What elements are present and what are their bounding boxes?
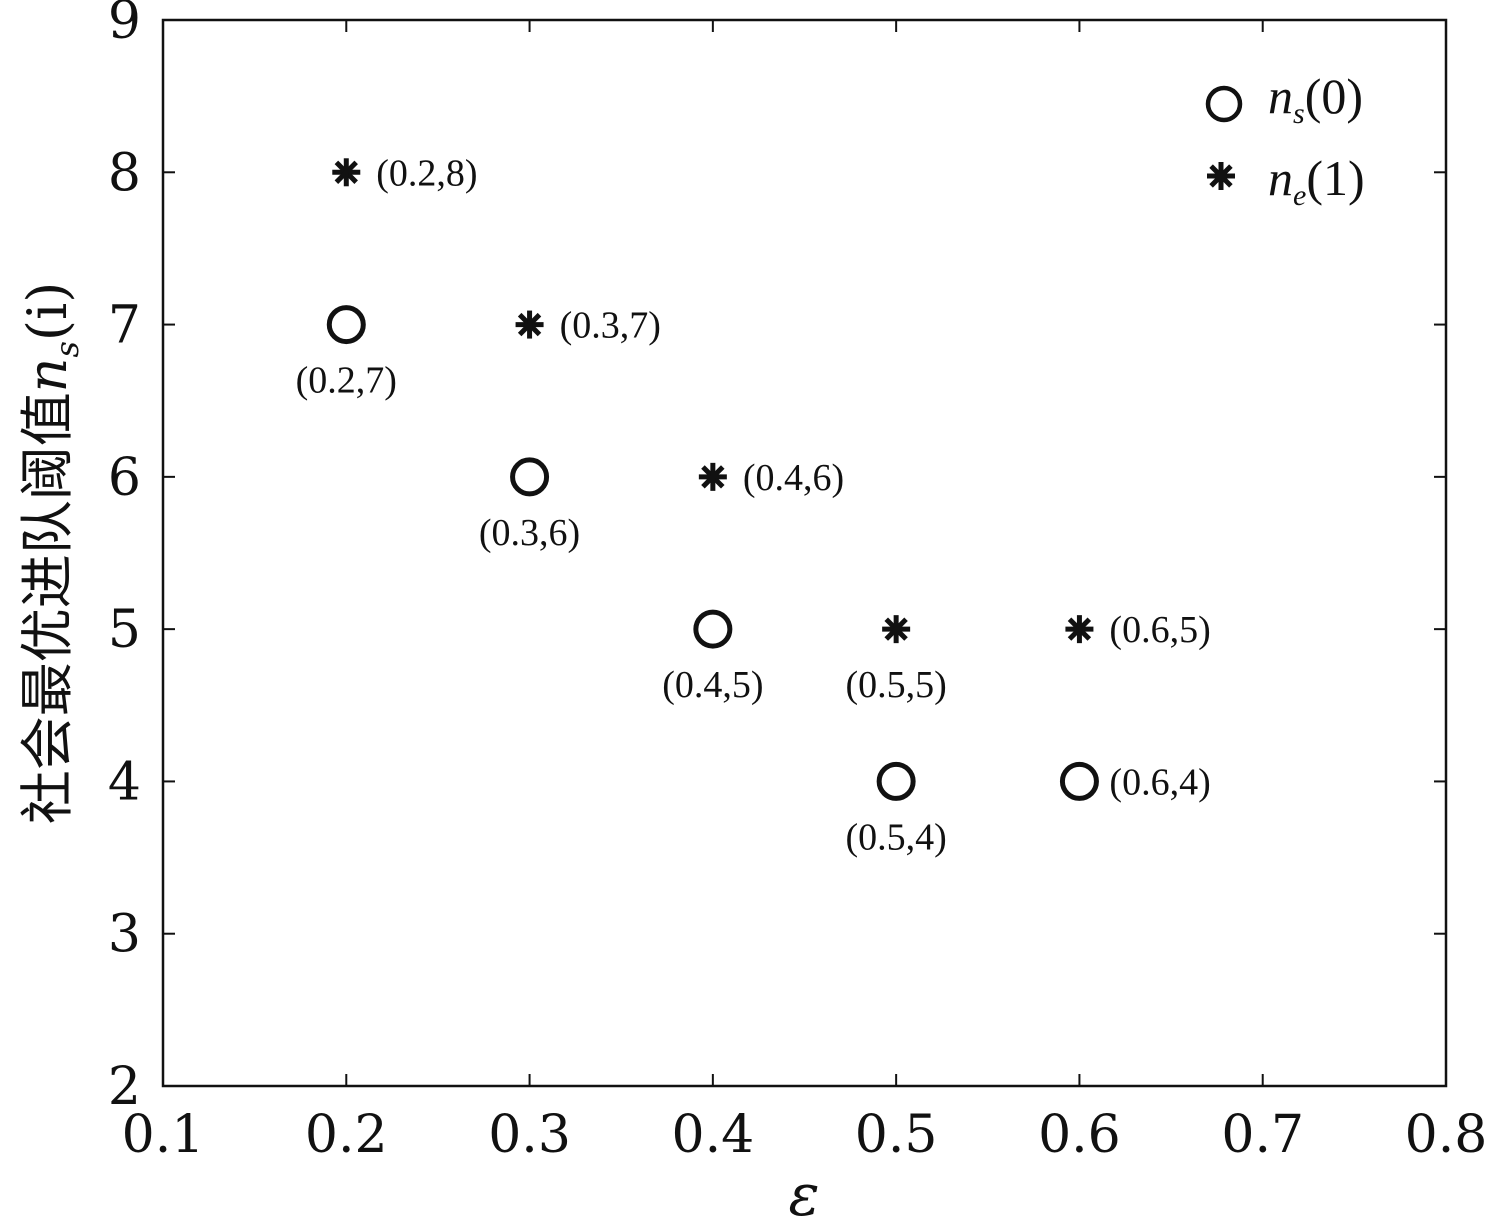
data-point-label: (0.2,8) bbox=[376, 152, 477, 194]
y-tick-labels: 2 3 4 5 6 7 8 9 bbox=[108, 0, 141, 1117]
y-tick-label: 3 bbox=[108, 905, 141, 965]
data-point-label: (0.6,4) bbox=[1109, 761, 1210, 803]
x-axis-label: ε bbox=[788, 1161, 819, 1221]
legend-marker-asterisk bbox=[1207, 162, 1235, 190]
x-tick-label: 0.7 bbox=[1221, 1105, 1304, 1165]
data-point-label: (0.3,6) bbox=[479, 512, 580, 554]
x-tick-label: 0.8 bbox=[1405, 1105, 1487, 1165]
circle-marker bbox=[693, 609, 733, 649]
legend-label-ns0: ns(0) bbox=[1268, 68, 1363, 130]
y-axis-label-main: 社会最优进队阈值 bbox=[16, 392, 79, 824]
plot-area-frame bbox=[161, 18, 1448, 1088]
legend-asterisk-shape bbox=[1207, 162, 1235, 190]
data-point-label: (0.6,5) bbox=[1109, 609, 1210, 651]
axis-ticks bbox=[162, 19, 1447, 1087]
asterisk-marker bbox=[1065, 615, 1094, 644]
y-axis-label-sub: s bbox=[48, 341, 86, 357]
data-point-labels: (0.2,7) (0.3,6) (0.4,5) (0.5,4) (0.6,4) (0.2,… bbox=[296, 152, 1211, 858]
legend-marker-circle bbox=[1205, 85, 1243, 123]
data-point-label: (0.4,6) bbox=[743, 457, 844, 499]
data-point-label: (0.3,7) bbox=[560, 305, 661, 347]
data-marks bbox=[326, 158, 1099, 801]
x-tick-label: 0.1 bbox=[122, 1105, 205, 1165]
x-tick-label: 0.4 bbox=[672, 1105, 755, 1165]
asterisk-marker bbox=[882, 615, 911, 644]
y-tick-label: 8 bbox=[108, 143, 141, 203]
data-point-label: (0.2,7) bbox=[296, 360, 397, 402]
legend: ns(0) ne(1) bbox=[1205, 68, 1365, 212]
y-tick-label: 9 bbox=[108, 0, 141, 51]
legend-ns0-sub: s bbox=[1293, 97, 1305, 130]
y-tick-label: 2 bbox=[108, 1057, 141, 1117]
x-tick-label: 0.6 bbox=[1038, 1105, 1121, 1165]
x-tick-label: 0.5 bbox=[855, 1105, 938, 1165]
y-tick-label: 4 bbox=[108, 752, 141, 812]
circle-marker bbox=[510, 457, 550, 497]
svg-text:社会最优进队阈值ns(i): 社会最优进队阈值ns(i) bbox=[16, 282, 86, 825]
x-tick-label: 0.2 bbox=[305, 1105, 388, 1165]
circle-marker bbox=[876, 761, 916, 801]
data-point-label: (0.5,4) bbox=[845, 816, 946, 858]
legend-ns0-arg: (0) bbox=[1305, 68, 1363, 124]
data-point-label: (0.4,5) bbox=[662, 664, 763, 706]
y-tick-label: 7 bbox=[108, 296, 141, 356]
legend-ne1-main: n bbox=[1268, 150, 1293, 206]
circle-marker bbox=[1059, 761, 1099, 801]
y-tick-label: 6 bbox=[108, 448, 141, 508]
legend-ns0-main: n bbox=[1268, 68, 1293, 124]
asterisk-marker bbox=[515, 310, 544, 339]
data-point-label: (0.5,5) bbox=[845, 664, 946, 706]
asterisk-marker bbox=[698, 462, 727, 491]
x-tick-labels: 0.1 0.2 0.3 0.4 0.5 0.6 0.7 0.8 bbox=[122, 1105, 1487, 1165]
y-axis-label: 社会最优进队阈值ns(i) bbox=[16, 282, 86, 825]
y-axis-label-var: n bbox=[16, 358, 79, 393]
y-tick-label: 5 bbox=[108, 600, 141, 660]
legend-ne1-arg: (1) bbox=[1306, 150, 1364, 206]
circle-marker bbox=[326, 305, 366, 345]
y-axis-label-arg: (i) bbox=[16, 282, 79, 341]
asterisk-marker bbox=[332, 158, 361, 187]
legend-label-ne1: ne(1) bbox=[1268, 150, 1365, 212]
x-tick-label: 0.3 bbox=[488, 1105, 571, 1165]
legend-ne1-sub: e bbox=[1293, 179, 1306, 212]
